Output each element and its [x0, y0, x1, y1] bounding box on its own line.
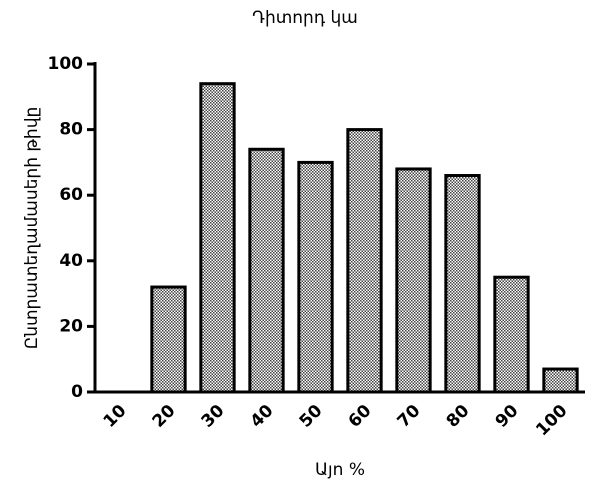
x-tick-label: 50	[296, 401, 327, 432]
x-tick-label: 60	[345, 401, 376, 432]
x-tick-label: 30	[198, 401, 229, 432]
y-tick-label: 60	[59, 185, 83, 205]
y-tick-label: 80	[59, 120, 83, 140]
x-tick-label: 80	[443, 401, 474, 432]
bar	[346, 128, 383, 394]
bar	[493, 275, 530, 394]
y-tick-label: 20	[59, 316, 83, 336]
bar	[542, 367, 579, 394]
x-tick-label: 70	[394, 401, 425, 432]
bar	[150, 285, 187, 394]
x-tick-label: 90	[492, 401, 523, 432]
y-tick-label: 0	[71, 382, 83, 402]
x-tick-label: 20	[149, 401, 180, 432]
bar	[444, 174, 481, 394]
bar	[248, 147, 285, 394]
x-tick-label: 100	[532, 401, 571, 440]
bar	[395, 167, 432, 394]
x-tick-label: 40	[247, 401, 278, 432]
x-tick-label: 10	[100, 401, 131, 432]
chart-title: Դիտորդ կա	[252, 8, 358, 28]
y-axis-label: Ընտրատեղամասերի թիվը	[22, 107, 42, 349]
y-tick-label: 40	[59, 251, 83, 271]
y-tick-label: 100	[48, 54, 84, 74]
bar	[297, 160, 334, 394]
x-axis-label: Այո %	[315, 460, 365, 480]
bar	[199, 82, 236, 394]
